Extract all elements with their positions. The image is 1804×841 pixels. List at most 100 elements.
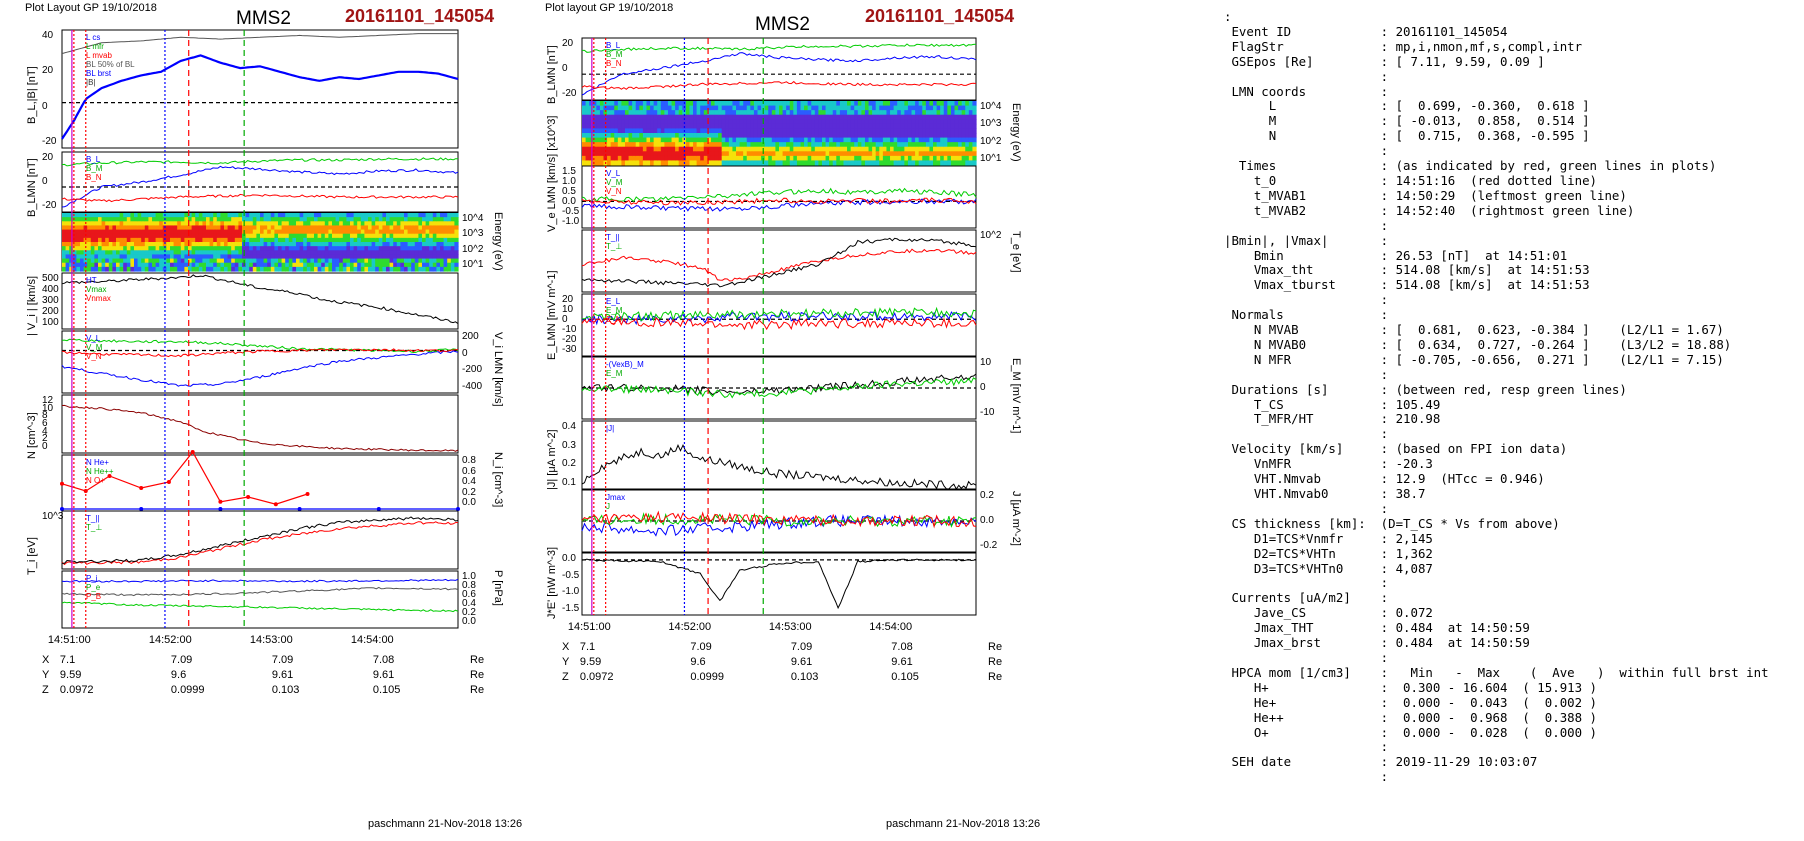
spectrogram-cell — [904, 110, 909, 116]
y-tick-label: 0.6 — [462, 465, 476, 477]
spectrogram-cell — [653, 119, 658, 125]
spectrogram-cell — [696, 160, 701, 166]
spectrogram-cell — [678, 133, 683, 139]
spectrogram-cell — [814, 114, 819, 120]
spectrogram-cell — [732, 101, 737, 107]
spectrogram-cell — [890, 105, 895, 111]
spectrogram-cell — [123, 258, 128, 264]
spectrogram-cell — [443, 262, 448, 268]
panel-frame — [61, 570, 459, 629]
spectrogram-cell — [368, 233, 373, 239]
spectrogram-cell — [929, 128, 934, 134]
legend-entry: T_⊥ — [86, 523, 103, 532]
spectrogram-cell — [653, 151, 658, 157]
spectrogram-cell — [968, 105, 974, 111]
y-tick-label: -1.0 — [562, 216, 580, 227]
spectrogram-cell — [346, 254, 351, 260]
spectrogram-cell — [632, 128, 637, 134]
spectrogram-cell — [353, 237, 358, 243]
spectrogram-cell — [639, 105, 644, 111]
spectrogram-cell — [274, 262, 279, 268]
spectrogram-cell — [714, 123, 719, 130]
spectrogram-cell — [599, 101, 605, 107]
spectrogram-cell — [779, 160, 784, 166]
spectrogram-cell — [378, 221, 383, 227]
spectrogram-cell — [696, 105, 701, 111]
spectrogram-cell — [596, 142, 601, 148]
spectrogram-cell — [685, 101, 691, 107]
spectrogram-cell — [94, 250, 99, 256]
legend-entry: B_M — [86, 164, 103, 173]
spectrogram-cell — [650, 128, 655, 134]
spectrogram-cell — [703, 128, 708, 134]
position-value: 0.103 — [790, 671, 819, 683]
spectrogram-cell — [166, 225, 171, 231]
spectrogram-cell — [582, 137, 587, 143]
spectrogram-cell — [958, 101, 963, 107]
spectrogram-cell — [180, 262, 185, 268]
spectrogram-cell — [779, 151, 784, 157]
spectrogram-cell — [263, 225, 268, 231]
spectrogram-cell — [875, 119, 880, 125]
spectrogram-cell — [947, 114, 952, 120]
spectrogram-cell — [807, 133, 812, 139]
spectrogram-cell — [818, 114, 823, 120]
position-value: 9.6 — [690, 656, 706, 668]
spectrogram-cell — [696, 155, 701, 162]
spectrogram-cell — [450, 237, 455, 243]
spectrogram-cell — [360, 246, 365, 251]
left-plot-panels — [60, 29, 460, 629]
spectrogram-cell — [317, 229, 322, 235]
spectrogram-cell — [198, 217, 203, 222]
spectrogram-cell — [436, 246, 441, 251]
spectrogram-cell — [432, 213, 437, 218]
spectrogram-cell — [206, 266, 211, 272]
spectrogram-cell — [947, 155, 952, 162]
spectrogram-cell — [310, 250, 315, 256]
spectrogram-cell — [256, 221, 261, 227]
spectrogram-cell — [718, 142, 723, 148]
spectrogram-cell — [943, 137, 948, 143]
spectrogram-cell — [807, 110, 812, 116]
spectrogram-cell — [961, 155, 966, 162]
spectrogram-cell — [148, 217, 153, 222]
spectrogram-cell — [667, 155, 673, 162]
spectrogram-cell — [682, 114, 687, 120]
spectrogram-cell — [80, 233, 85, 239]
spectrogram-cell — [582, 155, 587, 162]
spectrogram-cell — [739, 137, 744, 143]
spectrogram-cell — [339, 213, 344, 218]
spectrogram-cell — [353, 254, 358, 260]
spectrogram-cell — [411, 213, 416, 218]
spectrogram-cell — [62, 237, 67, 243]
spectrogram-cell — [332, 221, 337, 227]
spectrogram-cell — [436, 213, 441, 218]
spectrogram-cell — [227, 254, 232, 260]
spectrogram-cell — [779, 101, 784, 107]
spectrogram-cell — [753, 133, 759, 139]
spectrogram-cell — [141, 213, 146, 218]
spectrogram-cell — [443, 221, 448, 227]
spectrogram-cell — [80, 221, 85, 227]
spectrogram-cell — [918, 155, 923, 162]
spectrogram-cell — [119, 266, 124, 272]
spectrogram-cell — [922, 142, 927, 148]
spectrogram-cell — [76, 246, 81, 251]
spectrogram-cell — [954, 110, 959, 116]
spectrogram-cell — [832, 110, 837, 116]
spectrogram-cell — [76, 254, 81, 260]
spectrogram-cell — [310, 254, 315, 260]
spectrogram-cell — [739, 146, 744, 152]
spectrogram-cell — [328, 237, 333, 243]
spectrogram-cell — [162, 258, 167, 264]
spectrogram-cell — [108, 237, 113, 243]
spectrogram-cell — [757, 123, 762, 130]
y-axis-label: N_i [cm^-3] — [492, 452, 504, 508]
spectrogram-cell — [721, 160, 726, 166]
spectrogram-cell — [718, 128, 723, 134]
spectrogram-cell — [76, 221, 81, 227]
spectrogram-cell — [382, 254, 387, 260]
spectrogram-cell — [353, 242, 358, 247]
spectrogram-cell — [407, 225, 412, 231]
spectrogram-cell — [818, 105, 823, 111]
